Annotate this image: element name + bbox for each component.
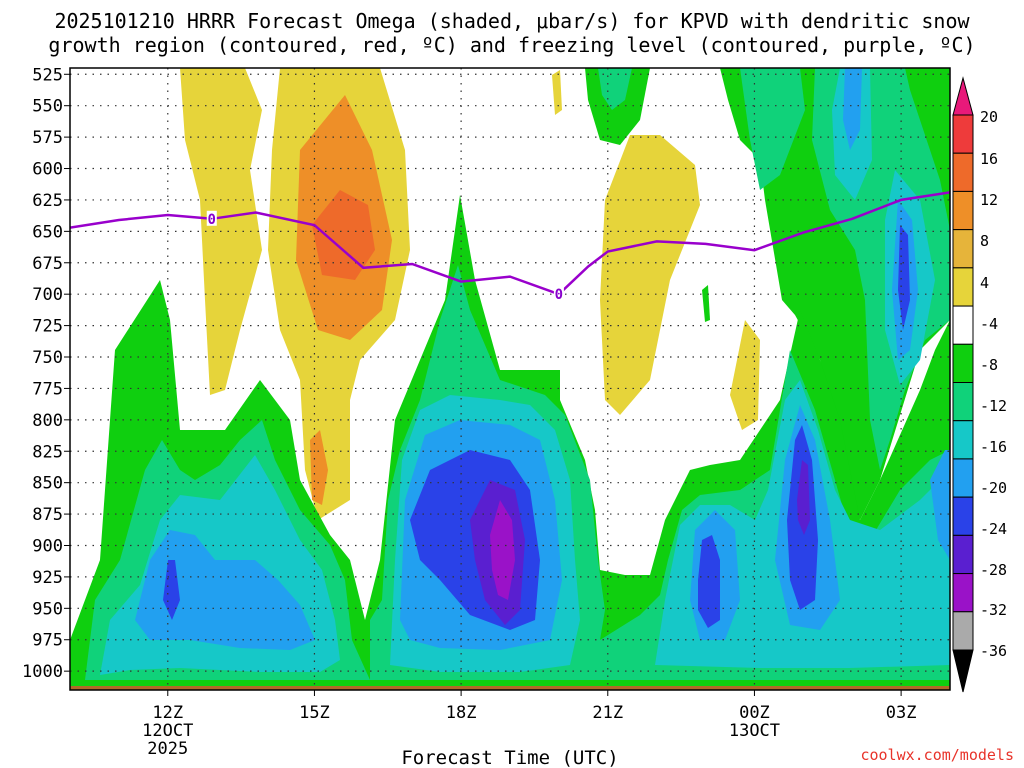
- x-axis-label: Forecast Time (UTC): [401, 747, 618, 768]
- omega-negative-region: [930, 450, 950, 560]
- colorbar-swatch: [952, 496, 974, 536]
- colorbar-tick-label: -8: [980, 356, 998, 374]
- x-tick-label: 00Z: [739, 703, 770, 723]
- colorbar-tick-label: 20: [980, 108, 998, 126]
- freezing-level-label: 0: [208, 212, 216, 228]
- y-tick-label: 850: [32, 474, 63, 494]
- colorbar-bottom-triangle: [952, 649, 974, 693]
- colorbar-swatch: [952, 611, 974, 651]
- y-tick-label: 1000: [22, 662, 63, 682]
- omega-negative-region: [490, 500, 515, 600]
- freezing-level-label-bg: [206, 210, 217, 226]
- colorbar-tick-label: -36: [980, 642, 1007, 660]
- grid-lines: [70, 68, 950, 690]
- x-tick-label: 12Z: [152, 703, 183, 723]
- omega-positive-region: [600, 135, 700, 415]
- x-tick-label: 15Z: [299, 703, 330, 723]
- omega-negative-region: [135, 530, 315, 650]
- x-tick-date-label: 12OCT: [142, 721, 193, 741]
- colorbar-tick-label: 12: [980, 191, 998, 209]
- colorbar-tick-label: -20: [980, 479, 1007, 497]
- colorbar-swatch: [952, 573, 974, 613]
- y-tick-label: 625: [32, 191, 63, 211]
- omega-negative-region: [740, 68, 805, 190]
- y-tick-label: 525: [32, 65, 63, 85]
- y-tick-label: 550: [32, 97, 63, 117]
- freezing-level-contour: [70, 191, 950, 296]
- x-tick-label: 18Z: [446, 703, 477, 723]
- colorbar-tick-label: 8: [980, 232, 989, 250]
- x-tick-date-label: 13OCT: [729, 721, 780, 741]
- colorbar-swatch: [952, 343, 974, 383]
- chart-title-line-2: growth region (contoured, red, ºC) and f…: [48, 33, 975, 57]
- ground-strip: [70, 686, 950, 690]
- colorbar-swatch: [952, 229, 974, 269]
- omega-negative-region: [598, 68, 632, 110]
- y-tick-label: 675: [32, 254, 63, 274]
- y-tick-label: 800: [32, 411, 63, 431]
- omega-positive-region: [312, 190, 375, 280]
- colorbar-tick-label: -4: [980, 315, 998, 333]
- colorbar-swatch: [952, 305, 974, 345]
- y-tick-label: 600: [32, 160, 63, 180]
- credit-link[interactable]: coolwx.com/models: [860, 746, 1014, 764]
- omega-positive-region: [310, 430, 328, 505]
- plot-frame: [69, 67, 951, 691]
- y-tick-label: 900: [32, 536, 63, 556]
- omega-negative-region: [163, 560, 180, 620]
- freezing-level-labels: 00: [206, 210, 564, 303]
- freezing-level-label-bg: [553, 286, 564, 302]
- y-tick-label: 950: [32, 599, 63, 619]
- omega-positive-region: [730, 320, 760, 430]
- colorbar-swatch: [952, 382, 974, 422]
- colorbar-swatch: [952, 267, 974, 307]
- y-tick-label: 975: [32, 631, 63, 651]
- omega-negative-region: [843, 68, 862, 150]
- plot-area: 00: [70, 68, 950, 690]
- colorbar-swatch: [952, 114, 974, 154]
- colorbar-tick-label: 4: [980, 274, 989, 292]
- omega-negative-region: [698, 535, 720, 628]
- colorbar-swatch: [952, 458, 974, 498]
- colorbar-swatch: [952, 420, 974, 460]
- colorbar-tick-label: 16: [980, 150, 998, 168]
- freezing-level-label: 0: [555, 287, 563, 303]
- y-tick-label: 575: [32, 128, 63, 148]
- omega-negative-region: [797, 460, 810, 535]
- y-tick-label: 725: [32, 317, 63, 337]
- colorbar-swatch: [952, 152, 974, 192]
- colorbar-tick-label: -24: [980, 520, 1007, 538]
- colorbar-tick-label: -32: [980, 601, 1007, 619]
- y-axis: 525 550 575 600 625 650 675 700 725 750 775 800 825 8…: [22, 65, 70, 682]
- omega-negative-region: [940, 68, 950, 78]
- x-tick-year-label: 2025: [147, 739, 188, 759]
- y-tick-label: 875: [32, 505, 63, 525]
- x-tick-label: 03Z: [886, 703, 917, 723]
- omega-positive-region: [552, 70, 562, 115]
- y-tick-label: 650: [32, 222, 63, 242]
- colorbar: 20 16 12 8 4 -4 -8 -12 -16 -20 -24 -28 -32 -36: [952, 76, 1007, 693]
- colorbar-swatch: [952, 190, 974, 231]
- colorbar-tick-label: -16: [980, 438, 1007, 456]
- y-tick-label: 700: [32, 285, 63, 305]
- y-tick-label: 925: [32, 568, 63, 588]
- colorbar-tick-label: -28: [980, 561, 1007, 579]
- y-tick-label: 775: [32, 379, 63, 399]
- y-tick-label: 825: [32, 442, 63, 462]
- colorbar-top-triangle: [952, 76, 974, 116]
- colorbar-tick-label: -12: [980, 397, 1007, 415]
- omega-negative-region: [898, 225, 910, 330]
- x-tick-label: 21Z: [592, 703, 623, 723]
- chart-title-line-1: 2025101210 HRRR Forecast Omega (shaded, …: [54, 9, 970, 33]
- colorbar-swatch: [952, 534, 974, 575]
- y-tick-label: 750: [32, 348, 63, 368]
